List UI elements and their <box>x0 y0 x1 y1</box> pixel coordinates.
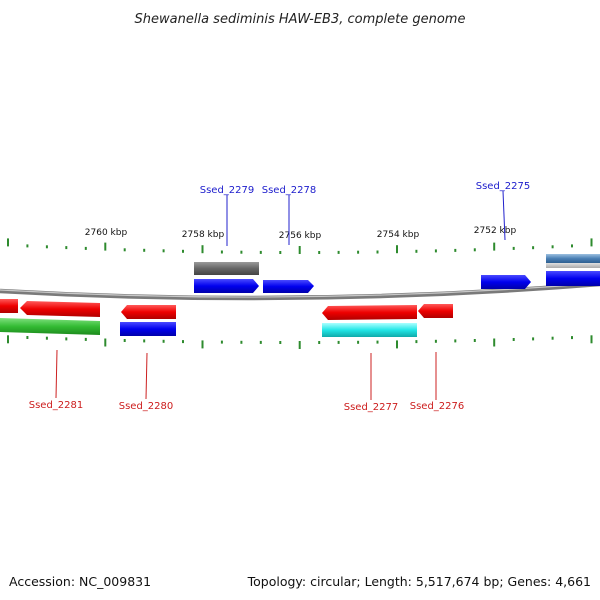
gene-arrow-left-partial[interactable] <box>0 299 18 313</box>
gene-arrow-ssed-2280[interactable] <box>121 305 176 319</box>
feature-blue-block-lower[interactable] <box>120 322 176 336</box>
feature-silver-block[interactable] <box>546 263 600 268</box>
feature-cyan-block[interactable] <box>322 323 417 337</box>
feature-green-block[interactable] <box>0 318 100 335</box>
gene-arrow-ssed-2275[interactable] <box>481 275 531 289</box>
gene-arrow-ssed-2278[interactable] <box>263 280 314 293</box>
gene-arrow-ssed-2281[interactable] <box>20 301 100 317</box>
tick-row-inner <box>7 335 593 349</box>
gene-label-ssed-2276[interactable]: Ssed_2276 <box>410 401 465 412</box>
gene-label-ssed-2278[interactable]: Ssed_2278 <box>262 185 317 196</box>
scale-label-2758: 2758 kbp <box>182 230 225 240</box>
scale-label-2754: 2754 kbp <box>377 230 420 240</box>
gene-arrow-ssed-2279[interactable] <box>194 279 259 293</box>
gene-label-ssed-2281[interactable]: Ssed_2281 <box>29 400 84 411</box>
gene-label-ssed-2280[interactable]: Ssed_2280 <box>119 401 174 412</box>
gene-label-ssed-2279[interactable]: Ssed_2279 <box>200 185 255 196</box>
leader-line-ssed-2281 <box>55 349 58 399</box>
accession-text: Accession: NC_009831 <box>9 574 151 589</box>
gene-arrow-ssed-2277[interactable] <box>322 305 417 320</box>
gene-label-ssed-2277[interactable]: Ssed_2277 <box>344 402 399 413</box>
genome-summary-text: Topology: circular; Length: 5,517,674 bp… <box>247 574 591 589</box>
tick-row-outer <box>7 238 593 254</box>
gene-label-ssed-2275[interactable]: Ssed_2275 <box>476 181 531 192</box>
feature-gray-block[interactable] <box>194 262 259 275</box>
map-title: Shewanella sediminis HAW-EB3, complete g… <box>135 12 466 27</box>
gene-block-right-blue[interactable] <box>546 271 600 286</box>
leader-line-ssed-2280 <box>145 352 148 400</box>
leader-line-ssed-2275 <box>502 190 506 241</box>
scale-label-2760: 2760 kbp <box>85 228 128 238</box>
scale-label-2756: 2756 kbp <box>279 231 322 241</box>
genome-backbone <box>0 281 600 301</box>
feature-steel-block[interactable] <box>546 254 600 263</box>
scale-label-2752: 2752 kbp <box>474 226 517 236</box>
gene-arrow-ssed-2276[interactable] <box>418 304 453 318</box>
